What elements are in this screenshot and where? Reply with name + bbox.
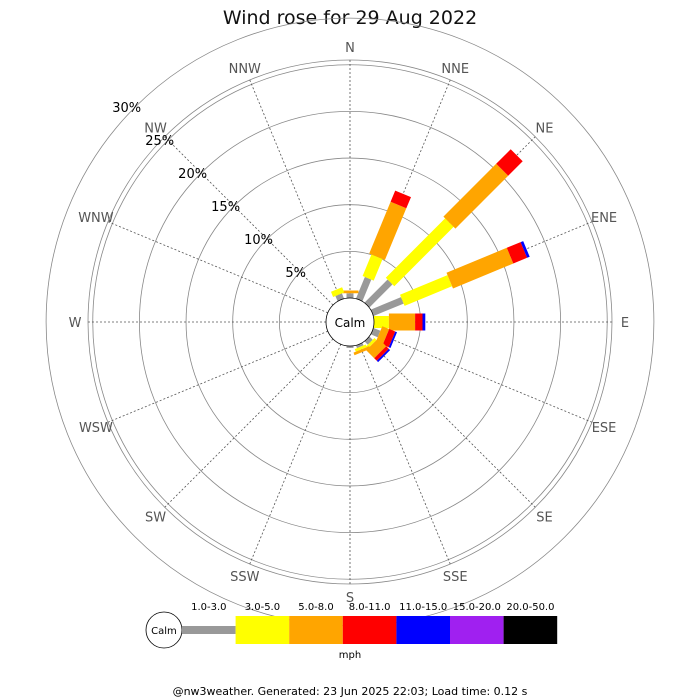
legend-swatch-1.0-3.0: [182, 626, 236, 634]
direction-label-n: N: [345, 41, 355, 56]
bar-nne-8.0-11.0: [390, 190, 411, 209]
direction-label-sw: SW: [145, 510, 166, 525]
radial-tick-labels: 5% 10% 15% 20% 25% 30%: [112, 101, 306, 281]
direction-label-nne: NNE: [441, 62, 469, 77]
bar-n-5.0-8.0: [341, 290, 359, 294]
bar-ese-1.0-3.0: [370, 328, 381, 338]
legend-label-15.0-20.0: 15.0-20.0: [453, 602, 501, 613]
direction-label-s: S: [346, 591, 354, 606]
legend-label-3.0-5.0: 3.0-5.0: [245, 602, 280, 613]
bar-ene-5.0-8.0: [446, 247, 514, 289]
legend-label-1.0-3.0: 1.0-3.0: [191, 602, 226, 613]
direction-label-wnw: WNW: [78, 211, 114, 226]
direction-label-ese: ESE: [592, 421, 617, 436]
legend-label-5.0-8.0: 5.0-8.0: [298, 602, 333, 613]
legend: Calm 1.0-3.0 3.0-5.0 5.0-8.0 8.0-11.0 11.0-1…: [145, 602, 558, 649]
radial-tick-20: 20%: [178, 167, 207, 182]
bar-nnw-3.0-5.0: [331, 287, 345, 297]
legend-label-8.0-11.0: 8.0-11.0: [349, 602, 391, 613]
direction-labels: N NNE NE ENE E ESE SE SSE S SSW SW WSW W WNW NW NNW: [69, 41, 630, 606]
legend-label-20.0-50.0: 20.0-50.0: [506, 602, 554, 613]
bar-ene-11.0-15.0: [520, 241, 530, 258]
ring-15pct: [185, 157, 515, 487]
direction-label-nnw: NNW: [229, 62, 261, 77]
bar-nne-5.0-8.0: [369, 201, 407, 260]
legend-swatch-3.0-5.0: [235, 616, 290, 644]
bar-sse-1.0-3.0: [356, 342, 364, 349]
calm-circle: Calm: [325, 297, 375, 347]
bar-ne-8.0-11.0: [496, 149, 523, 176]
legend-unit: mph: [339, 650, 361, 661]
direction-label-sse: SSE: [443, 570, 468, 585]
bar-sse-3.0-5.0: [354, 344, 367, 352]
bar-ene-3.0-5.0: [400, 275, 452, 306]
bar-ese-8.0-11.0: [382, 329, 396, 348]
bar-e-8.0-11.0: [415, 313, 423, 331]
direction-label-ene: ENE: [591, 211, 617, 226]
radial-tick-15: 15%: [211, 200, 240, 215]
bar-sse-5.0-8.0: [353, 346, 371, 356]
direction-label-se: SE: [536, 510, 552, 525]
direction-label-wsw: WSW: [79, 421, 113, 436]
bar-ne-3.0-5.0: [385, 218, 454, 287]
bar-se-11.0-15.0: [376, 348, 391, 363]
bar-nne-3.0-5.0: [362, 254, 383, 281]
radial-tick-5: 5%: [285, 266, 306, 281]
legend-swatch-15.0-20.0: [450, 616, 504, 644]
direction-label-e: E: [621, 316, 629, 331]
bar-ne-5.0-8.0: [443, 163, 509, 229]
bar-se-3.0-5.0: [366, 338, 377, 349]
bar-ese-11.0-15.0: [388, 331, 397, 348]
footer-text: @nw3weather. Generated: 23 Jun 2025 22:0…: [173, 685, 528, 698]
bar-ene-1.0-3.0: [370, 297, 404, 316]
legend-swatch-11.0-15.0: [396, 616, 450, 644]
radial-tick-10: 10%: [244, 233, 273, 248]
bar-se-8.0-11.0: [374, 346, 389, 361]
legend-swatch-20.0-50.0: [503, 616, 558, 644]
radial-tick-30: 30%: [112, 101, 141, 116]
wind-bars: [331, 149, 530, 363]
legend-label-11.0-15.0: 11.0-15.0: [399, 602, 447, 613]
legend-swatch-5.0-8.0: [289, 616, 343, 644]
bar-nne-1.0-3.0: [356, 276, 372, 302]
radial-tick-25: 25%: [145, 134, 174, 149]
bar-e-3.0-5.0: [374, 316, 389, 328]
direction-label-nw: NW: [144, 122, 167, 137]
legend-calm-label: Calm: [151, 626, 177, 637]
calm-label: Calm: [335, 316, 366, 330]
direction-label-ssw: SSW: [230, 570, 260, 585]
legend-swatch-8.0-11.0: [342, 616, 397, 644]
bar-ne-1.0-3.0: [364, 279, 393, 308]
bar-n-1.0-3.0: [346, 293, 354, 298]
direction-label-w: W: [69, 316, 82, 331]
bar-se-1.0-3.0: [364, 336, 373, 345]
bar-e-5.0-8.0: [388, 313, 416, 331]
bar-s-1.0-3.0: [346, 346, 354, 348]
bar-ene-8.0-11.0: [506, 242, 528, 264]
direction-label-ne: NE: [535, 122, 553, 137]
bar-se-5.0-8.0: [366, 338, 387, 359]
bar-e-11.0-15.0: [422, 313, 426, 331]
ring-20pct: [138, 110, 562, 534]
